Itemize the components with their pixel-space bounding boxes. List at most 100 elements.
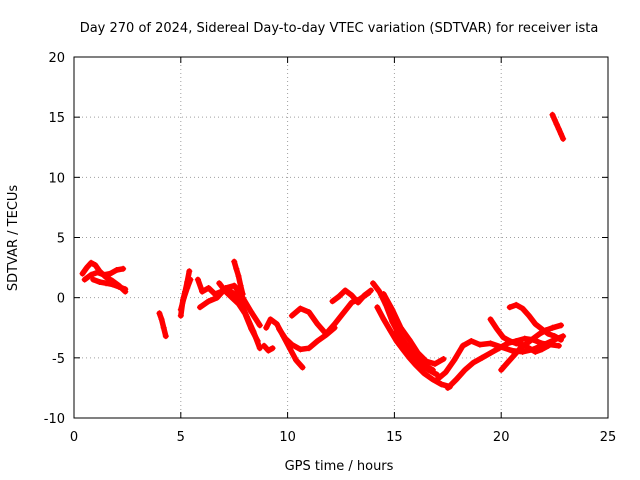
y-axis-label: SDTVAR / TECUs [6, 185, 21, 292]
x-tick-label: 10 [279, 430, 296, 445]
data-point [376, 288, 383, 295]
data-point [177, 306, 184, 313]
series-track-8 [197, 282, 263, 329]
data-point [276, 325, 283, 332]
data-point [248, 325, 255, 332]
data-point [107, 270, 114, 277]
x-tick-label: 0 [70, 430, 78, 445]
data-point [265, 347, 272, 354]
data-point [348, 292, 355, 299]
chart-title: Day 270 of 2024, Sidereal Day-to-day VTE… [80, 21, 599, 36]
data-point [421, 370, 428, 377]
data-point [538, 346, 545, 353]
series-track-9 [216, 280, 261, 344]
data-point [523, 340, 530, 347]
data-point [389, 306, 396, 313]
series-track-4 [156, 310, 169, 340]
data-point [199, 288, 206, 295]
data-point [431, 360, 438, 367]
data-point [231, 282, 238, 289]
data-point [551, 333, 558, 340]
data-point [92, 262, 99, 269]
data-point [408, 352, 415, 359]
data-point [79, 270, 86, 277]
series-track-6 [177, 276, 194, 313]
data-point [517, 345, 524, 352]
data-point [216, 280, 223, 287]
data-point [256, 322, 263, 329]
data-point [186, 268, 193, 275]
data-point [545, 330, 552, 337]
data-point [282, 335, 289, 342]
data-point [434, 376, 441, 383]
data-point [187, 276, 194, 283]
data-point [293, 357, 300, 364]
data-point [519, 305, 526, 312]
series-track-14 [288, 289, 372, 337]
data-point [478, 354, 485, 361]
x-tick-label: 20 [493, 430, 510, 445]
y-tick-label: 15 [48, 111, 65, 126]
data-point [314, 337, 321, 344]
data-point [525, 312, 532, 319]
data-point [538, 325, 545, 332]
data-point [423, 358, 430, 365]
data-point [233, 265, 240, 272]
series-track-11 [263, 316, 306, 371]
series-track-25 [549, 111, 567, 142]
data-point [511, 352, 518, 359]
data-point [468, 337, 475, 344]
data-point [214, 294, 221, 301]
data-point [370, 280, 377, 287]
data-point [555, 126, 562, 133]
data-point [261, 342, 268, 349]
data-point [299, 364, 306, 371]
data-point [513, 340, 520, 347]
data-point [235, 273, 242, 280]
data-point [487, 350, 494, 357]
data-point [361, 292, 368, 299]
data-point [551, 116, 558, 123]
data-point [549, 111, 556, 118]
data-point [288, 312, 295, 319]
data-point [417, 360, 424, 367]
data-point [229, 294, 236, 301]
data-point [367, 287, 374, 294]
grid [74, 57, 608, 418]
axis-ticks: 0 5 10 15 20 25 -10 -5 0 5 10 15 20 [44, 51, 617, 445]
data-point [355, 299, 362, 306]
data-point [100, 271, 107, 278]
data-point [532, 348, 539, 355]
data-point [323, 330, 330, 337]
data-point [256, 345, 263, 352]
data-point [267, 316, 274, 323]
series-track-12 [261, 342, 276, 354]
data-point [549, 324, 556, 331]
data-point [451, 357, 458, 364]
series-track-18 [380, 291, 447, 367]
series-track-2 [81, 265, 127, 283]
data-point [397, 324, 404, 331]
data-point [545, 342, 552, 349]
data-point [94, 269, 101, 276]
series-track-15 [329, 287, 374, 306]
data-point [476, 341, 483, 348]
data-point [493, 325, 500, 332]
data-point [273, 321, 280, 328]
x-tick-label: 25 [600, 430, 617, 445]
series-line [487, 316, 551, 355]
data-point [239, 291, 246, 298]
data-point [558, 336, 565, 343]
data-point [81, 276, 88, 283]
data-point [498, 366, 505, 373]
data-point [160, 324, 167, 331]
data-point [177, 312, 184, 319]
data-point [506, 337, 513, 344]
data-point [487, 316, 494, 323]
data-point [406, 336, 413, 343]
data-point [90, 276, 97, 283]
data-point [305, 309, 312, 316]
data-point [88, 271, 95, 278]
data-point [487, 340, 494, 347]
data-point [197, 304, 204, 311]
